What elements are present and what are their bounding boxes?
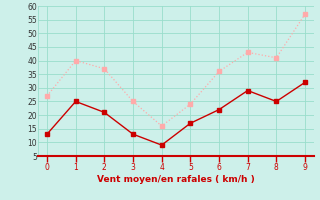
X-axis label: Vent moyen/en rafales ( km/h ): Vent moyen/en rafales ( km/h ) [97,175,255,184]
